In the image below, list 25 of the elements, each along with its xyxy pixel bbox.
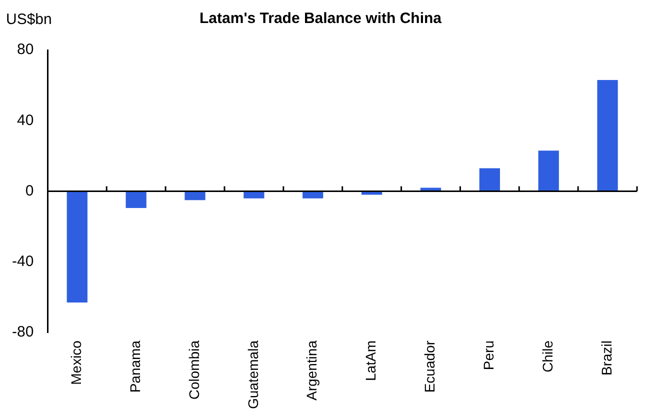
chart-title: Latam's Trade Balance with China: [200, 10, 442, 28]
x-tick-label: Mexico: [68, 340, 84, 385]
x-tick-label: Guatemala: [244, 340, 261, 409]
bar: [184, 191, 206, 200]
y-axis-title: US$bn: [6, 11, 52, 28]
x-tick-label: Brazil: [598, 340, 614, 376]
y-tick-label: -80: [12, 324, 34, 341]
x-tick-label: LatAm: [362, 340, 379, 381]
x-tick-label: Panama: [126, 340, 143, 393]
bar: [597, 80, 618, 192]
bar: [302, 191, 324, 198]
x-tick-label: Ecuador: [422, 340, 438, 393]
x-tick-label: Colombia: [186, 340, 202, 400]
x-tick-label: Chile: [539, 340, 556, 372]
bar: [479, 168, 500, 192]
y-tick-label: 0: [25, 182, 34, 200]
y-tick-label: -40: [12, 253, 34, 270]
x-tick-label: Argentina: [304, 340, 320, 400]
bar: [66, 191, 88, 302]
bar: [244, 191, 264, 198]
bar: [126, 191, 146, 208]
y-tick-label: 80: [16, 41, 34, 58]
bar: [538, 150, 559, 192]
y-tick-label: 40: [16, 112, 34, 129]
x-tick-label: Peru: [480, 340, 497, 370]
